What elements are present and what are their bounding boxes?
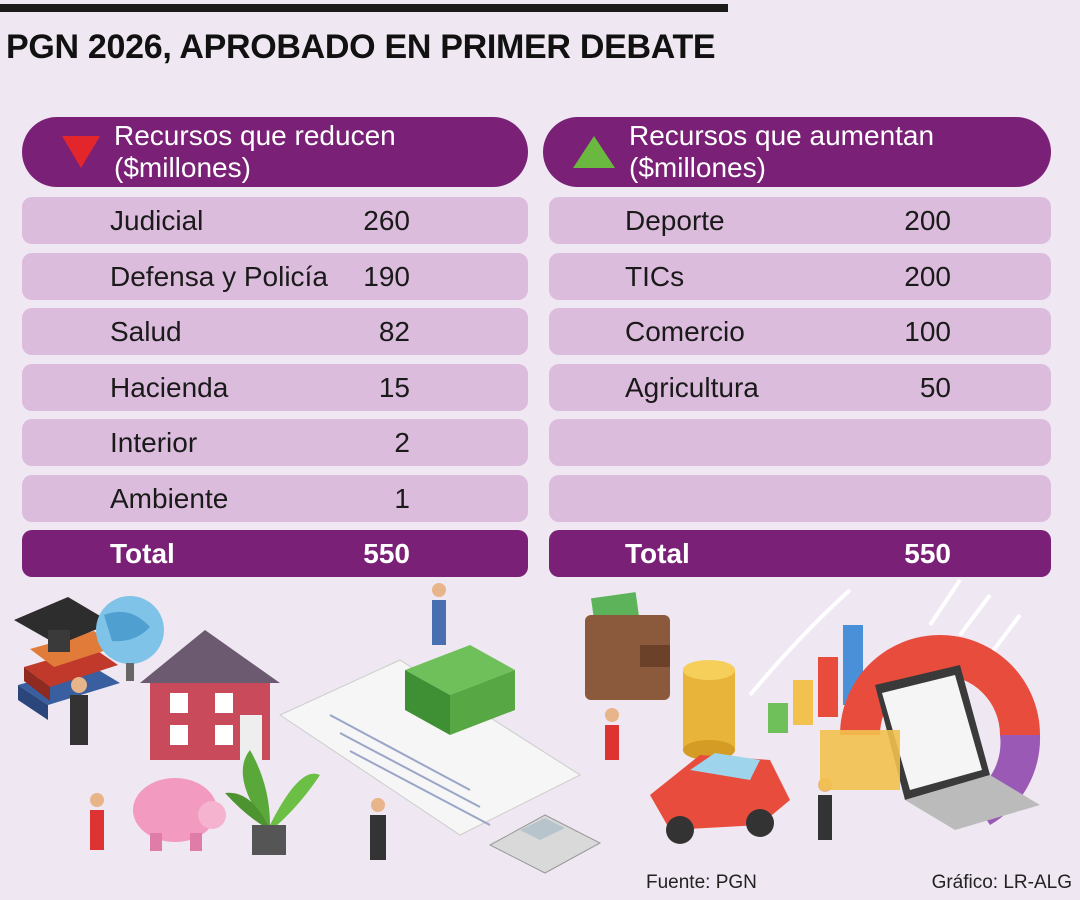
bar-chart-icon (748, 578, 1022, 733)
piggy-bank-icon (133, 778, 226, 851)
table-row: Salud 82 (22, 308, 528, 355)
plant-icon (225, 750, 320, 855)
row-label: Agricultura (625, 371, 759, 403)
total-row-decrease: Total 550 (22, 530, 528, 577)
table-row: Judicial 260 (22, 197, 528, 244)
row-value: 200 (904, 260, 951, 292)
panel-header-decrease: Recursos que reducen ($millones) (22, 117, 528, 187)
row-label: Ambiente (110, 482, 229, 514)
decorative-illustration (14, 578, 1041, 874)
table-row: Defensa y Policía 190 (22, 252, 528, 300)
globe-icon (96, 596, 164, 681)
table-row: Ambiente 1 (22, 474, 528, 522)
table-row: TICs 200 (549, 252, 1051, 300)
row-label: TICs (625, 260, 685, 292)
source-note: Fuente: PGN (646, 872, 757, 893)
triangle-up-icon (573, 136, 615, 168)
row-label: Deporte (625, 205, 725, 236)
rows-increase: Deporte 200 TICs 200 Comercio 100 Agricultu… (543, 197, 1051, 577)
top-rule (0, 4, 728, 12)
panel-header-increase: Recursos que aumentan ($millones) (543, 117, 1051, 187)
table-row: Agricultura 50 (549, 363, 1051, 411)
total-label: Total (625, 538, 690, 569)
car-icon (650, 753, 790, 844)
house-icon (140, 630, 280, 760)
row-value: 100 (904, 316, 951, 347)
total-value: 550 (904, 538, 951, 569)
header-label-decrease: Recursos que reducen ($millones) (114, 120, 396, 183)
table-row-empty (549, 419, 1051, 466)
row-label: Interior (110, 427, 198, 458)
total-value: 550 (363, 538, 410, 569)
total-label: Total (110, 538, 175, 569)
row-value: 50 (919, 371, 951, 403)
header-label-increase: Recursos que aumentan ($millones) (629, 120, 935, 183)
money-stack-icon (405, 645, 515, 735)
row-value: 82 (378, 316, 410, 347)
table-row-empty (549, 474, 1051, 522)
table-row: Interior 2 (22, 419, 528, 466)
credit-note: Gráfico: LR-ALG (931, 872, 1072, 893)
checklist-icon (278, 659, 582, 836)
row-label: Judicial (110, 205, 204, 236)
row-label: Comercio (625, 316, 745, 347)
calculator-icon (488, 814, 602, 874)
books-icon (14, 597, 120, 720)
row-value: 200 (904, 205, 951, 236)
row-label: Hacienda (110, 371, 229, 403)
table-row: Comercio 100 (549, 308, 1051, 355)
row-label: Salud (110, 316, 182, 347)
row-value: 190 (363, 260, 410, 292)
row-value: 2 (394, 427, 410, 458)
row-value: 15 (378, 371, 410, 403)
total-row-increase: Total 550 (549, 530, 1051, 577)
row-value: 1 (394, 482, 410, 514)
panel-increase: Recursos que aumentan ($millones) Deport… (543, 117, 1051, 586)
row-label: Defensa y Policía (110, 260, 328, 292)
triangle-down-icon (62, 136, 100, 168)
rows-decrease: Judicial 260 Defensa y Policía 190 Salud 82… (22, 197, 528, 577)
panel-decrease: Recursos que reducen ($millones) Judicia… (22, 117, 528, 586)
laptop-icon (820, 635, 1041, 830)
table-row: Deporte 200 (549, 197, 1051, 244)
row-value: 260 (363, 205, 410, 236)
page-title: PGN 2026, APROBADO EN PRIMER DEBATE (6, 28, 716, 66)
coins-icon (683, 660, 735, 760)
table-row: Hacienda 15 (22, 363, 528, 411)
wallet-icon (585, 592, 670, 700)
